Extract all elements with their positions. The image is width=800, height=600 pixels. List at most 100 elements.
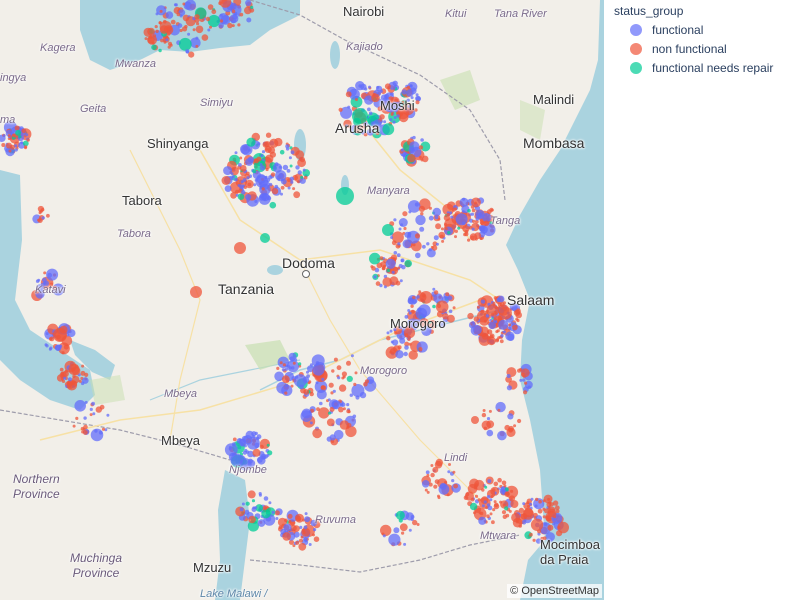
water-point-marker[interactable] <box>293 191 301 199</box>
water-point-marker[interactable] <box>380 524 392 537</box>
water-point-marker[interactable] <box>194 14 200 20</box>
water-point-marker[interactable] <box>364 95 374 105</box>
water-point-marker[interactable] <box>416 295 420 299</box>
water-point-marker[interactable] <box>410 96 414 100</box>
water-point-marker[interactable] <box>354 371 358 375</box>
water-point-marker[interactable] <box>280 185 285 190</box>
water-point-marker[interactable] <box>433 290 439 295</box>
water-point-marker[interactable] <box>59 367 64 372</box>
water-point-marker[interactable] <box>276 366 280 370</box>
water-point-marker[interactable] <box>428 320 432 324</box>
water-point-marker[interactable] <box>299 525 303 530</box>
water-point-marker[interactable] <box>338 107 343 112</box>
water-point-marker[interactable] <box>257 456 266 465</box>
water-point-marker[interactable] <box>316 389 327 400</box>
water-point-marker[interactable] <box>467 238 471 242</box>
water-point-marker[interactable] <box>414 202 419 207</box>
water-point-marker[interactable] <box>505 513 510 518</box>
water-point-marker[interactable] <box>420 138 424 142</box>
water-point-marker[interactable] <box>426 473 430 477</box>
water-point-marker[interactable] <box>173 3 177 7</box>
water-point-marker[interactable] <box>388 533 401 546</box>
water-point-marker[interactable] <box>44 343 48 347</box>
water-point-marker[interactable] <box>393 251 398 255</box>
water-point-marker[interactable] <box>408 147 415 154</box>
water-point-marker[interactable] <box>406 89 414 97</box>
water-point-marker[interactable] <box>422 244 426 249</box>
water-point-marker[interactable] <box>248 515 256 524</box>
water-point-marker[interactable] <box>242 178 247 182</box>
water-point-marker[interactable] <box>261 193 270 202</box>
water-point-marker[interactable] <box>244 448 248 453</box>
water-point-marker[interactable] <box>486 514 490 518</box>
water-point-marker[interactable] <box>473 316 479 322</box>
water-point-marker[interactable] <box>397 242 401 246</box>
water-point-marker[interactable] <box>555 509 560 513</box>
water-point-marker[interactable] <box>293 374 307 388</box>
water-point-marker[interactable] <box>2 134 6 138</box>
water-point-marker[interactable] <box>385 258 396 269</box>
water-point-marker[interactable] <box>497 295 505 303</box>
water-point-marker[interactable] <box>269 201 277 209</box>
water-point-marker[interactable] <box>292 544 296 548</box>
water-point-marker[interactable] <box>15 129 22 136</box>
water-point-marker[interactable] <box>503 484 507 488</box>
water-point-marker[interactable] <box>303 525 308 530</box>
water-point-marker[interactable] <box>445 292 450 297</box>
water-point-marker[interactable] <box>472 325 482 335</box>
water-point-marker[interactable] <box>37 218 43 223</box>
water-point-marker[interactable] <box>78 379 82 383</box>
water-point-marker[interactable] <box>287 186 291 190</box>
water-point-marker[interactable] <box>234 177 238 182</box>
water-point-marker[interactable] <box>435 300 449 314</box>
water-point-marker[interactable] <box>331 400 341 410</box>
water-point-marker[interactable] <box>229 14 239 23</box>
water-point-marker[interactable] <box>80 370 86 376</box>
water-point-marker[interactable] <box>190 286 202 298</box>
water-point-marker[interactable] <box>469 502 478 511</box>
water-point-marker[interactable] <box>60 373 64 377</box>
water-point-marker[interactable] <box>300 535 304 539</box>
water-point-marker[interactable] <box>345 91 352 98</box>
water-point-marker[interactable] <box>300 175 304 179</box>
water-point-marker[interactable] <box>235 506 246 517</box>
water-point-marker[interactable] <box>82 427 86 431</box>
water-point-marker[interactable] <box>282 164 289 171</box>
water-point-marker[interactable] <box>301 408 312 419</box>
water-point-marker[interactable] <box>538 499 542 504</box>
water-point-marker[interactable] <box>428 215 434 221</box>
water-point-marker[interactable] <box>379 89 383 93</box>
water-point-marker[interactable] <box>463 495 469 501</box>
water-point-marker[interactable] <box>457 226 461 230</box>
water-point-marker[interactable] <box>412 295 416 300</box>
water-point-marker[interactable] <box>72 424 76 428</box>
water-point-marker[interactable] <box>10 144 15 150</box>
water-point-marker[interactable] <box>8 149 12 153</box>
water-point-marker[interactable] <box>471 227 475 231</box>
water-point-marker[interactable] <box>491 520 495 525</box>
water-point-marker[interactable] <box>234 151 238 155</box>
water-point-marker[interactable] <box>485 314 490 318</box>
water-point-marker[interactable] <box>7 134 11 137</box>
water-point-marker[interactable] <box>408 342 412 346</box>
water-point-marker[interactable] <box>281 368 286 372</box>
water-point-marker[interactable] <box>446 314 455 323</box>
water-point-marker[interactable] <box>478 516 487 525</box>
water-point-marker[interactable] <box>472 219 476 223</box>
water-point-marker[interactable] <box>543 494 553 504</box>
water-point-marker[interactable] <box>336 365 342 371</box>
water-point-marker[interactable] <box>309 421 313 425</box>
water-point-marker[interactable] <box>75 416 79 420</box>
water-point-marker[interactable] <box>390 236 394 239</box>
water-point-marker[interactable] <box>158 48 162 53</box>
water-point-marker[interactable] <box>548 501 552 505</box>
water-point-marker[interactable] <box>504 487 509 492</box>
water-point-marker[interactable] <box>295 540 300 545</box>
water-point-marker[interactable] <box>328 382 334 388</box>
water-point-marker[interactable] <box>552 522 556 526</box>
water-point-marker[interactable] <box>542 499 546 503</box>
water-point-marker[interactable] <box>419 318 429 328</box>
water-point-marker[interactable] <box>376 262 383 269</box>
water-point-marker[interactable] <box>418 304 431 317</box>
water-point-marker[interactable] <box>278 525 283 530</box>
